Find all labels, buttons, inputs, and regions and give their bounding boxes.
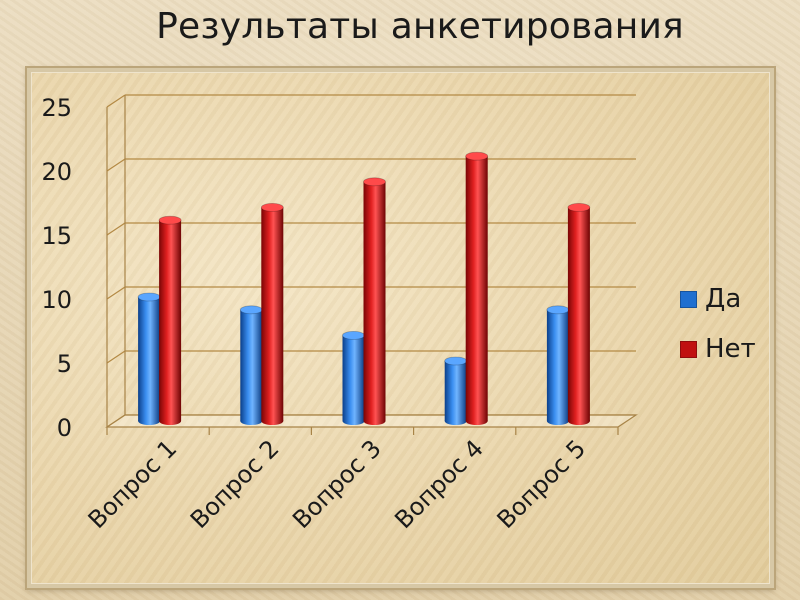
bar-net-3 <box>363 177 386 425</box>
legend-item-net: Нет <box>680 332 756 366</box>
xtick-label-3: Вопрос 3 <box>287 434 387 534</box>
ytick-label-0: 0 <box>57 414 72 442</box>
xtick-label-1: Вопрос 1 <box>83 434 183 534</box>
bar-top-net-2 <box>260 202 284 212</box>
gridline-depth-3 <box>106 222 126 236</box>
gridline-depth-2 <box>106 286 126 300</box>
xtick-label-2: Вопрос 2 <box>185 434 285 534</box>
bar-body-da-5 <box>546 309 569 421</box>
bar-base-da-4 <box>444 417 467 425</box>
gridline-depth-5 <box>106 94 126 108</box>
chart-bars <box>137 151 591 425</box>
bar-top-da-3 <box>342 330 365 340</box>
bar-body-net-3 <box>363 181 386 421</box>
xtick-label-4: Вопрос 4 <box>389 434 489 534</box>
ytick-label-3: 15 <box>41 222 72 250</box>
bar-body-da-3 <box>342 335 365 421</box>
ytick-label-5: 25 <box>41 94 72 122</box>
bar-net-5 <box>567 202 591 425</box>
ytick-label-1: 5 <box>57 350 72 378</box>
bar-body-net-1 <box>159 220 182 421</box>
legend-swatch-da <box>680 290 697 308</box>
bar-body-net-4 <box>465 156 488 421</box>
bar-base-net-4 <box>465 417 488 425</box>
legend-swatch-net <box>680 340 697 358</box>
bar-top-da-2 <box>239 305 263 315</box>
bar-da-1 <box>137 292 161 425</box>
bar-top-da-4 <box>444 356 468 366</box>
bar-base-da-5 <box>546 417 569 425</box>
bar-top-net-5 <box>567 202 591 212</box>
bar-base-da-1 <box>138 417 161 425</box>
bar-da-3 <box>342 330 365 425</box>
bar-top-da-5 <box>546 305 570 315</box>
bar-base-da-2 <box>240 417 263 425</box>
ytick-label-4: 20 <box>41 158 72 186</box>
bar-base-net-3 <box>363 417 386 425</box>
legend-item-da: Да <box>680 282 756 316</box>
bar-base-net-2 <box>261 417 284 425</box>
legend-label-net: Нет <box>705 334 756 364</box>
bar-da-5 <box>546 305 570 425</box>
gridline-depth-1 <box>106 350 126 364</box>
bar-net-1 <box>158 215 182 425</box>
bar-top-net-4 <box>465 151 489 161</box>
bar-net-4 <box>465 151 489 425</box>
chart-title: Результаты анкетирования <box>156 6 684 47</box>
bar-net-2 <box>260 202 284 425</box>
gridline-depth-4 <box>106 158 126 172</box>
bar-top-da-1 <box>137 292 161 302</box>
bar-base-net-5 <box>567 417 590 425</box>
bar-top-net-1 <box>158 215 182 225</box>
bar-top-net-3 <box>363 177 386 187</box>
ytick-label-2: 10 <box>41 286 72 314</box>
legend: Да Нет <box>680 282 756 382</box>
bar-base-net-1 <box>159 417 182 425</box>
bar-base-da-3 <box>342 417 365 425</box>
xtick-label-5: Вопрос 5 <box>492 434 592 534</box>
bar-da-2 <box>239 305 263 425</box>
bar-body-da-2 <box>240 309 263 421</box>
bar-body-net-5 <box>567 207 590 421</box>
bar-body-net-2 <box>261 207 284 421</box>
bar-body-da-1 <box>138 297 161 421</box>
legend-label-da: Да <box>705 284 742 314</box>
bar-da-4 <box>444 356 468 425</box>
bar-body-da-4 <box>444 361 467 421</box>
